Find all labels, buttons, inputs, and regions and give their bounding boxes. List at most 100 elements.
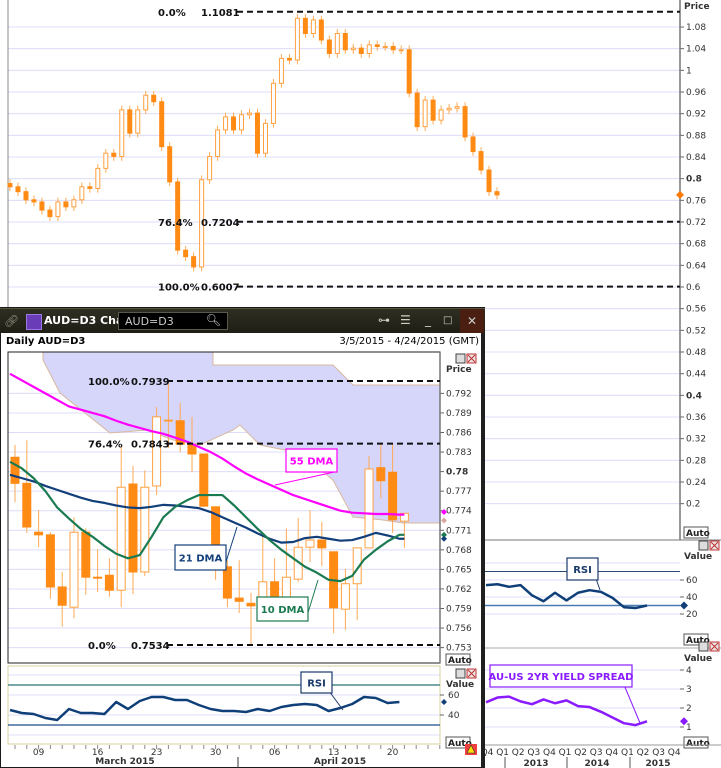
y-tick-label: 0.2 (686, 500, 700, 510)
candle (446, 107, 452, 111)
fib-pct-label: 0.0% (158, 8, 186, 19)
y-tick-label: 0.792 (446, 389, 472, 399)
candle (342, 32, 348, 51)
quarter-label: Q4 (543, 748, 556, 758)
candle (318, 19, 324, 41)
candle (215, 129, 221, 157)
y-tick-label: 0.84 (686, 153, 706, 163)
rsi-panel-collapse-icon[interactable] (455, 668, 466, 679)
price-auto-button[interactable] (445, 653, 471, 666)
candle (366, 44, 372, 55)
quarter-label: Q2 (574, 748, 587, 758)
rsi-panel-close-x (467, 669, 476, 678)
candle (376, 467, 386, 482)
spread-line (485, 695, 648, 727)
rsi-panel-close-x (710, 541, 719, 550)
quarter-label: Q2 (512, 748, 525, 758)
maximize-icon[interactable]: □ (443, 315, 453, 326)
drawing-tools-glyph[interactable] (466, 744, 476, 754)
spread-panel-collapse-icon[interactable] (698, 641, 709, 652)
last-value-marker (441, 509, 447, 516)
candle (87, 186, 93, 189)
candle (55, 201, 61, 218)
y-tick-label: 0.771 (446, 526, 472, 536)
candle (140, 486, 150, 573)
ric-search-input[interactable]: AUD=D3 🔍︎ (118, 312, 228, 330)
fib-value-label: 1.1081 (201, 8, 240, 19)
y-tick-label: 60 (686, 576, 698, 586)
y-tick-label: 0.64 (686, 261, 706, 271)
spread-label-leader (624, 686, 641, 724)
last-price-marker (676, 190, 684, 199)
rsi-auto-button-label: Auto (448, 739, 472, 749)
candle (286, 57, 292, 61)
y-tick-label: 0.56 (686, 305, 706, 315)
rsi-last-marker (441, 699, 447, 705)
value-axis-title: Value (684, 552, 712, 562)
fib-pct-label: 100.0% (88, 377, 130, 388)
dma10-label-box (256, 596, 309, 622)
close-icon[interactable]: ✕ (460, 309, 484, 333)
x-tick-label: 16 (92, 748, 104, 758)
x-tick-label: 30 (210, 748, 222, 758)
rsi-label-box (300, 671, 333, 694)
y-tick-label: 0.96 (686, 88, 706, 98)
auto-scale-button[interactable] (683, 526, 709, 539)
y-tick-label: 0.52 (686, 326, 706, 336)
y-tick-label: 60 (448, 691, 460, 701)
y-tick-label: 0.783 (446, 448, 472, 458)
candle (352, 547, 362, 585)
month-label: April 2015 (314, 757, 366, 767)
dma21-label: 21 DMA (179, 554, 223, 565)
year-label: 2015 (645, 759, 670, 768)
candle (152, 416, 162, 487)
spread-panel-close-x (710, 642, 719, 651)
month-label: March 2015 (95, 757, 154, 767)
rsi-auto-button[interactable] (445, 736, 471, 749)
y-tick-label: 0.28 (686, 456, 706, 466)
y-tick-label: 0.72 (686, 218, 706, 228)
rsi-panel-collapse-icon[interactable] (698, 540, 709, 551)
tree-icon[interactable]: ⊶ (378, 313, 390, 327)
candle (231, 116, 237, 131)
window-border (481, 308, 485, 768)
search-icon[interactable]: 🔍︎ (205, 313, 221, 327)
candle (294, 17, 300, 61)
candle (334, 32, 340, 55)
quarter-label: Q1 (559, 748, 572, 758)
candle (494, 191, 500, 196)
candle (414, 92, 420, 128)
y-tick-label: 40 (448, 711, 460, 721)
candle (223, 116, 229, 131)
y-tick-label: 0.777 (446, 487, 472, 497)
minimize-icon[interactable]: _ (425, 313, 431, 327)
rsi-auto-button[interactable] (683, 633, 709, 646)
candle (47, 209, 53, 218)
candle (116, 486, 126, 591)
fib-value-label: 0.7939 (131, 377, 170, 388)
quarter-label: Q4 (668, 748, 681, 758)
year-label: 2013 (523, 759, 548, 768)
y-tick-label: 0.789 (446, 409, 472, 419)
y-tick-label: 0.44 (686, 370, 706, 380)
x-tick-label: 23 (151, 748, 162, 758)
y-tick-label: 0.32 (686, 435, 706, 445)
rsi-label-leader (595, 579, 601, 591)
candle (462, 106, 468, 138)
spread-auto-button[interactable] (683, 736, 709, 749)
link-icon[interactable]: 🔗︎ (4, 314, 20, 328)
menu-icon[interactable]: ☰ (400, 313, 411, 327)
y-tick-label: 0.774 (446, 507, 472, 517)
candle (104, 574, 114, 591)
rsi-last-marker (680, 601, 688, 610)
rsi-line (485, 583, 648, 610)
rsi-plot-frame (7, 665, 441, 745)
candle (143, 94, 149, 111)
candle (7, 183, 13, 188)
price-panel-collapse-icon[interactable] (455, 353, 466, 364)
window-titlebar[interactable]: 🔗︎ AUD=D3 Chart AUD=D3 🔍︎ ⊶ ☰ _ □ ✕ (0, 308, 485, 333)
y-tick-label: 0.6 (686, 283, 701, 293)
fib-value-label: 0.6007 (201, 283, 240, 294)
y-tick-label: 0.76 (686, 196, 706, 206)
rsi-label: RSI (573, 565, 592, 576)
